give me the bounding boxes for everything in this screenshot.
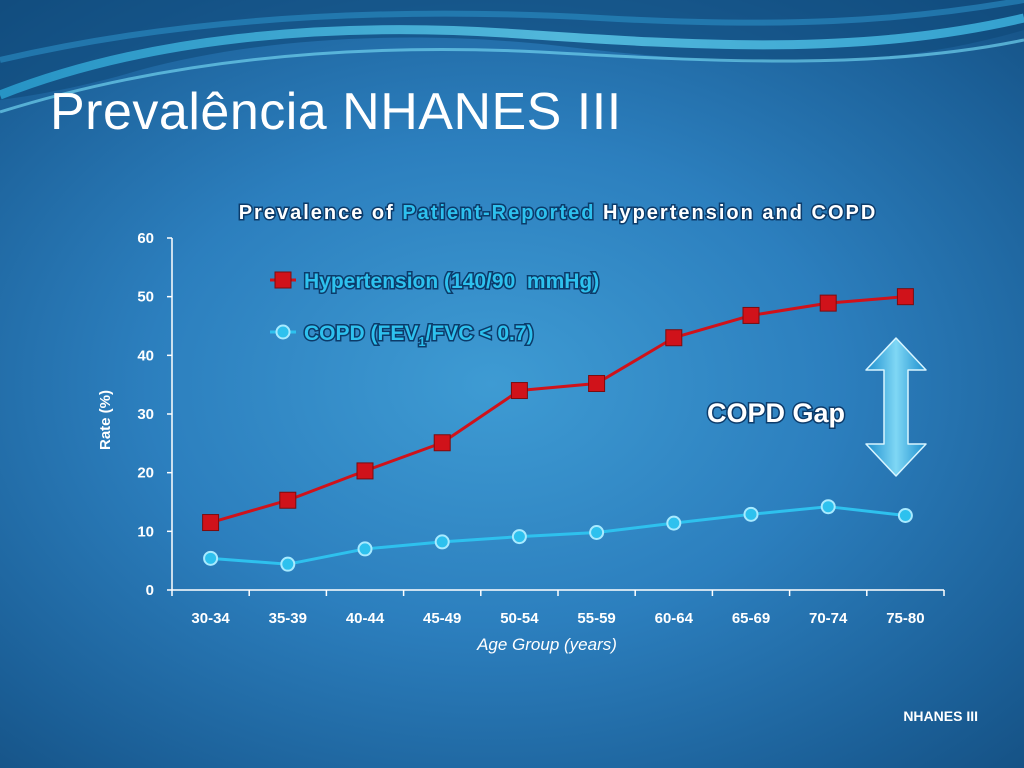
x-axis-ticks: 30-34 35-39 40-44 45-49 50-54 55-59 60-64 65-69…	[171, 590, 945, 627]
data-point-copd	[589, 525, 605, 541]
legend-hypertension-marker	[274, 271, 292, 289]
y-axis-ticks: 0 10 20 30 40 50 60	[137, 230, 172, 599]
legend: Hypertension (140/90 mmHg) COPD (FEV1/FV…	[270, 269, 601, 351]
legend-copd-marker	[275, 324, 291, 340]
data-point-hypertension	[896, 288, 914, 306]
series-layer	[202, 288, 914, 572]
legend-hypertension-label: Hypertension (140/90 mmHg)	[304, 270, 599, 293]
line-chart: Prevalence of Patient-Reported Hypertens…	[97, 200, 945, 654]
slide-title: Prevalência NHANES III	[50, 83, 622, 141]
data-point-hypertension	[279, 491, 297, 509]
x-tick-label: 40-44	[346, 610, 385, 627]
chart-title-part-3: Hypertension and COPD	[595, 202, 877, 224]
x-tick-label: 55-59	[577, 610, 615, 627]
double-headed-arrow-icon	[865, 337, 927, 477]
series-line-hypertension	[210, 295, 906, 524]
chart-title-part-2: Patient-Reported	[402, 202, 595, 224]
series-line-copd	[210, 505, 906, 566]
y-tick-label: 10	[137, 523, 154, 540]
x-axis-label: Age Group (years)	[476, 635, 617, 654]
data-point-copd	[666, 515, 682, 531]
data-point-hypertension	[202, 514, 220, 532]
x-tick-label: 45-49	[423, 610, 461, 627]
chart-title-part-1: Prevalence of	[239, 202, 403, 224]
data-point-hypertension	[510, 382, 528, 400]
y-tick-label: 30	[137, 406, 154, 423]
data-point-hypertension	[819, 294, 837, 312]
copd-gap-label: COPD Gap	[707, 398, 845, 428]
y-tick-label: 0	[146, 582, 154, 599]
y-tick-label: 40	[137, 347, 154, 364]
data-point-copd	[820, 499, 836, 515]
x-tick-label: 65-69	[732, 610, 770, 627]
data-point-copd	[434, 534, 450, 550]
x-tick-label: 50-54	[500, 610, 539, 627]
x-tick-label: 75-80	[886, 610, 924, 627]
legend-copd-label: COPD (FEV1/FVC < 0.7)	[304, 322, 534, 349]
data-point-hypertension	[356, 462, 374, 480]
data-point-copd	[511, 529, 527, 545]
header-wave-decoration	[0, 0, 1024, 114]
legend-copd-label-rest: /FVC < 0.7)	[426, 322, 534, 345]
legend-item-copd: COPD (FEV1/FVC < 0.7)	[270, 321, 535, 351]
y-tick-label: 20	[137, 465, 154, 482]
legend-copd-label-sub: 1	[418, 334, 425, 349]
y-tick-label: 50	[137, 289, 154, 306]
y-axis-label: Rate (%)	[97, 390, 114, 450]
x-tick-label: 35-39	[269, 610, 307, 627]
data-point-hypertension	[433, 434, 451, 452]
legend-item-hypertension: Hypertension (140/90 mmHg)	[270, 269, 601, 295]
x-tick-label: 30-34	[191, 610, 230, 627]
data-point-hypertension	[742, 306, 760, 324]
data-point-copd	[280, 556, 296, 572]
y-tick-label: 60	[137, 230, 154, 247]
legend-copd-label-main: COPD (FEV	[304, 322, 418, 345]
data-point-copd	[897, 507, 913, 523]
data-point-hypertension	[665, 329, 683, 347]
data-point-copd	[203, 550, 219, 566]
data-point-copd	[743, 506, 759, 522]
x-tick-label: 60-64	[655, 610, 694, 627]
source-note: NHANES III	[903, 708, 978, 724]
data-point-hypertension	[588, 374, 606, 392]
data-point-copd	[357, 541, 373, 557]
chart-title: Prevalence of Patient-Reported Hypertens…	[239, 202, 878, 224]
x-tick-label: 70-74	[809, 610, 848, 627]
